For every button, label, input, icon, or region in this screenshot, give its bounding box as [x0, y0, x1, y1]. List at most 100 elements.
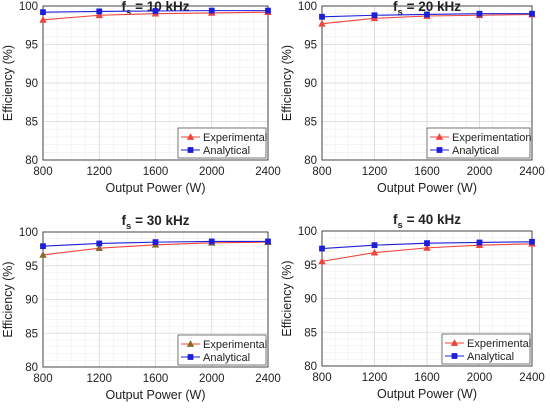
chart-panel-2: 800 1200 1600 2000 2400 80 85 90 95 100 Output Pow…	[280, 0, 545, 195]
data-point	[529, 10, 535, 17]
y-tick-label: 90	[304, 78, 317, 90]
y-tick-label: 95	[25, 261, 38, 273]
data-point	[318, 257, 326, 265]
y-tick-label: 80	[304, 361, 317, 373]
legend-marker	[435, 133, 444, 140]
x-axis-label: Output Power (W)	[377, 387, 477, 401]
y-tick-label: 95	[304, 260, 317, 272]
x-tick-label: 800	[33, 166, 52, 178]
data-point	[424, 240, 430, 247]
x-tick-label: 1200	[86, 373, 112, 385]
x-tick-label: 2000	[467, 372, 493, 384]
data-point	[152, 239, 159, 246]
legend-entry: Analytical	[181, 352, 250, 364]
legend-entry: Experimental	[181, 132, 267, 144]
legend-entry: Experimental	[181, 339, 267, 351]
data-point	[40, 243, 46, 250]
y-tick-label: 90	[25, 78, 38, 90]
data-point	[319, 245, 325, 252]
data-point	[95, 244, 103, 252]
x-tick-label: 2000	[467, 166, 493, 178]
legend-label: Analytical	[203, 145, 250, 157]
y-tick-label: 95	[304, 40, 317, 52]
y-tick-label: 85	[25, 328, 38, 340]
data-point	[424, 11, 430, 18]
y-tick-label: 80	[304, 155, 317, 167]
title-main: f	[122, 0, 127, 14]
data-point	[40, 9, 46, 16]
legend-entry: Analytical	[430, 145, 499, 157]
data-point	[370, 248, 379, 256]
data-point	[318, 19, 326, 27]
legend-label: Analytical	[467, 351, 514, 363]
x-tick-label: 2000	[199, 373, 225, 385]
legend-box	[426, 127, 531, 159]
x-tick-label: 1600	[414, 372, 440, 384]
x-tick-label: 2000	[199, 166, 225, 178]
x-tick-label: 1200	[362, 166, 388, 178]
y-tick-label: 95	[25, 40, 38, 52]
legend-marker	[186, 340, 195, 347]
x-axis-label: Output Power (W)	[105, 388, 205, 402]
legend-label: Experimental	[467, 338, 531, 350]
legend-marker	[187, 354, 194, 360]
y-tick-label: 85	[304, 117, 317, 129]
y-tick-label: 80	[25, 155, 38, 167]
x-axis-label: Output Power (W)	[377, 181, 477, 195]
legend-box	[441, 333, 531, 365]
chart-panel-4: 800 1200 1600 2000 2400 80 85 90 95 100 Output Pow…	[280, 212, 545, 401]
legend-marker	[436, 147, 443, 153]
data-point	[39, 251, 47, 258]
title-main: f	[393, 0, 398, 14]
data-point	[208, 7, 215, 14]
title-rest: = 20 kHz	[403, 0, 461, 14]
data-point	[265, 7, 271, 14]
y-tick-label: 100	[298, 226, 317, 238]
x-tick-label: 1200	[86, 166, 112, 178]
legend-marker	[187, 147, 194, 153]
axes-frame	[321, 230, 533, 367]
data-point	[208, 238, 215, 245]
legend-marker	[451, 353, 458, 359]
title-rest: = 10 kHz	[131, 0, 189, 14]
x-tick-label: 1600	[143, 373, 169, 385]
axes-frame	[321, 5, 533, 161]
series-analytical	[319, 238, 535, 252]
y-tick-label: 100	[298, 1, 317, 13]
title-main: f	[122, 213, 127, 228]
axes-frame	[42, 5, 269, 161]
axes-frame	[42, 231, 269, 368]
data-point	[371, 242, 378, 249]
data-point	[96, 240, 103, 247]
y-tick-label: 80	[25, 362, 38, 374]
legend-box	[177, 334, 267, 366]
x-tick-label: 1200	[362, 372, 388, 384]
x-tick-label: 1600	[414, 166, 440, 178]
title-subscript: s	[126, 221, 131, 232]
x-tick-label: 800	[312, 372, 331, 384]
legend-label: Analytical	[452, 145, 499, 157]
x-tick-label: 800	[33, 373, 52, 385]
y-tick-label: 90	[304, 294, 317, 306]
title-rest: = 30 kHz	[131, 213, 189, 228]
legend-label: Analytical	[203, 352, 250, 364]
data-point	[39, 16, 47, 23]
series-analytical	[40, 238, 271, 250]
legend-entry: Experimental	[445, 338, 531, 350]
chart-panel-3: 800 1200 1600 2000 2400 80 85 90 95 100 Output Pow…	[1, 213, 281, 402]
x-axis-label: Output Power (W)	[105, 181, 205, 195]
title-main: f	[393, 212, 398, 227]
x-tick-label: 1600	[143, 166, 169, 178]
x-tick-label: 2400	[519, 372, 545, 384]
data-point	[476, 10, 483, 17]
y-axis-label: Efficiency (%)	[1, 261, 15, 337]
chart-title: fs = 30 kHz	[122, 213, 190, 232]
data-point	[529, 238, 535, 245]
data-point	[265, 238, 271, 245]
chart-panel-1: 800 1200 1600 2000 2400 80 85 90 95 100 Output Pow…	[1, 0, 281, 195]
